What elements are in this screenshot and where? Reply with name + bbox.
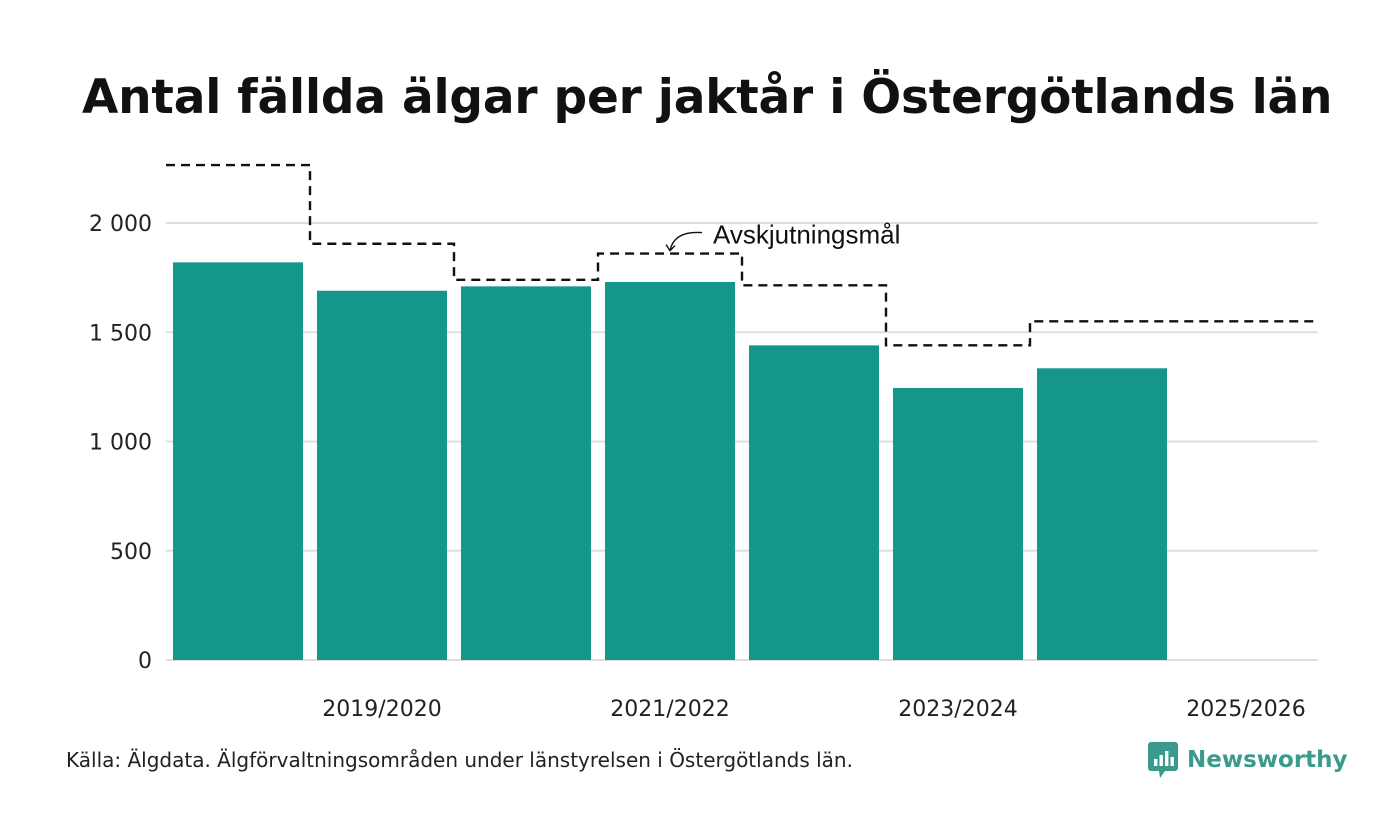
annotation-arrowhead bbox=[665, 244, 676, 252]
y-tick-label: 1 000 bbox=[89, 431, 152, 456]
y-tick-label: 500 bbox=[110, 540, 152, 565]
x-tick-label: 2019/2020 bbox=[322, 697, 441, 722]
annotation: Avskjutningsmål bbox=[665, 220, 900, 252]
brand-logo: Newsworthy bbox=[1148, 742, 1348, 778]
target-series bbox=[166, 163, 1318, 347]
bar bbox=[605, 281, 735, 660]
newsworthy-logo-icon bbox=[1148, 742, 1178, 778]
bar bbox=[749, 345, 879, 660]
bar bbox=[317, 290, 447, 660]
annotation-label: Avskjutningsmål bbox=[713, 220, 900, 250]
bar bbox=[893, 387, 1023, 660]
x-tick-label: 2023/2024 bbox=[898, 697, 1017, 722]
chart-title: Antal fällda älgar per jaktår i Östergöt… bbox=[82, 70, 1333, 125]
bar bbox=[1037, 368, 1167, 660]
x-tick-label: 2025/2026 bbox=[1186, 697, 1305, 722]
target-line bbox=[166, 163, 1318, 347]
y-tick-label: 0 bbox=[138, 649, 152, 674]
x-axis: 2019/2020 2021/2022 2023/2024 2025/2026 bbox=[322, 697, 1305, 722]
bar bbox=[173, 262, 303, 660]
annotation-arrow bbox=[669, 231, 703, 251]
y-tick-label: 2 000 bbox=[89, 212, 152, 237]
source-note: Källa: Älgdata. Älgförvaltningsområden u… bbox=[66, 748, 853, 772]
y-tick-label: 1 500 bbox=[89, 321, 152, 346]
brand-name: Newsworthy bbox=[1187, 747, 1348, 773]
bar bbox=[461, 286, 591, 660]
bar-series bbox=[173, 262, 1167, 660]
x-tick-label: 2021/2022 bbox=[610, 697, 729, 722]
y-axis: 0 500 1 000 1 500 2 000 bbox=[89, 212, 152, 674]
